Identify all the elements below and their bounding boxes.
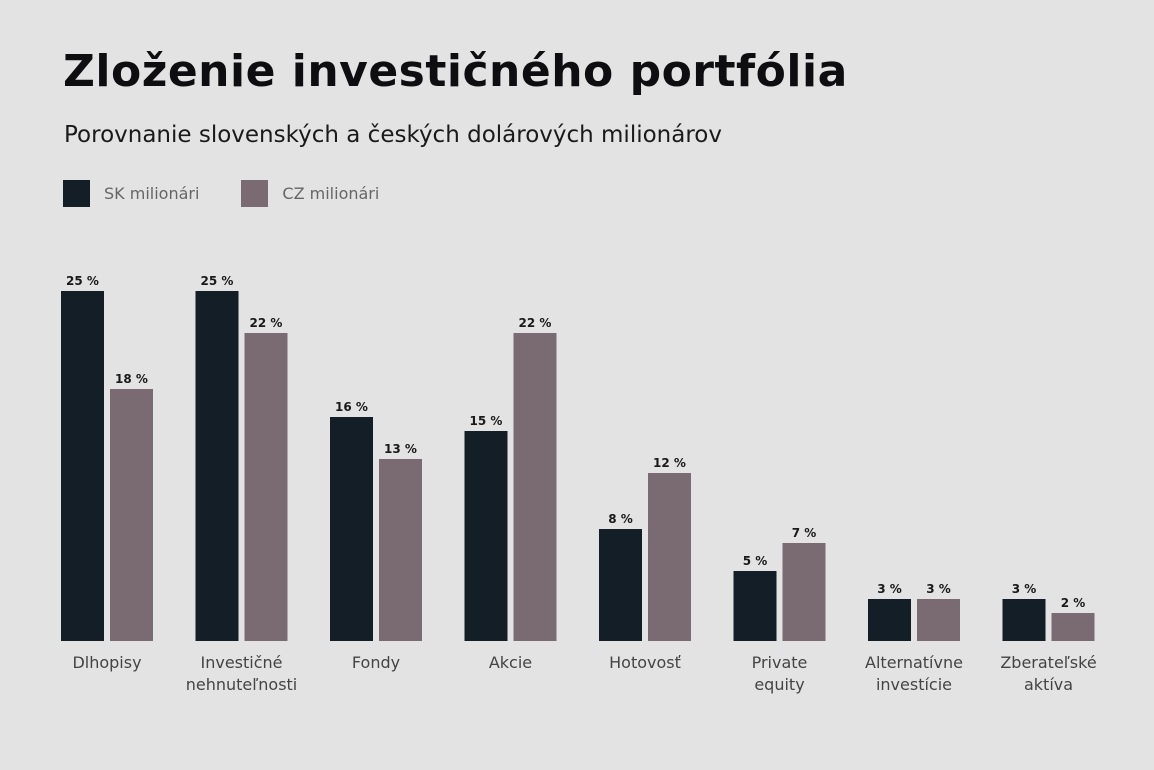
value-label: 25 % [201,274,234,288]
bar-cz [917,599,960,641]
value-label: 8 % [608,512,633,526]
bar-cz [110,389,153,641]
value-label: 25 % [66,274,99,288]
bar-sk [599,529,642,641]
bar-sk [733,571,777,641]
category-label: Dlhopisy [72,653,142,672]
value-label: 3 % [877,582,902,596]
bar-sk [1002,599,1046,641]
legend-swatch-cz [241,180,269,207]
value-label: 16 % [335,400,368,414]
value-label: 3 % [926,582,951,596]
category-label: Fondy [351,653,401,672]
category-label: Alternatívne investície [865,653,963,694]
value-label: 12 % [653,456,686,470]
value-label: 18 % [115,372,148,386]
category-label: Private equity [751,653,808,694]
value-label: 22 % [250,316,283,330]
value-label: 7 % [792,526,817,540]
bar-cz [513,333,557,641]
value-label: 5 % [743,554,768,568]
bar-cz [1051,613,1095,641]
chart-title: Zloženie investičného portfólia [63,46,848,97]
legend-label-sk: SK milionári [104,184,200,203]
bar-cz [648,473,691,641]
value-label: 22 % [519,316,552,330]
category-label: Akcie [488,653,533,672]
category-label: Hotovosť [609,653,681,672]
value-label: 15 % [470,414,503,428]
legend-item-cz: CZ milionári [241,180,379,207]
bar-sk [195,291,239,641]
category-label: Investičné nehnuteľnosti [185,653,298,694]
legend-swatch-sk [63,180,90,207]
value-label: 3 % [1012,582,1037,596]
value-label: 13 % [384,442,417,456]
value-label: 2 % [1061,596,1086,610]
legend-label-cz: CZ milionári [282,184,380,203]
bar-cz [782,543,826,641]
bar-cz [379,459,422,641]
legend: SK milionári CZ milionári [63,180,379,207]
bar-sk [464,431,508,641]
bar-sk [868,599,911,641]
bar-cz [244,333,288,641]
legend-item-sk: SK milionári [63,180,199,207]
bar-sk [330,417,373,641]
chart-subtitle: Porovnanie slovenských a českých dolárov… [64,122,722,148]
bar-sk [61,291,104,641]
category-label: Zberateľské aktíva [1000,653,1097,694]
